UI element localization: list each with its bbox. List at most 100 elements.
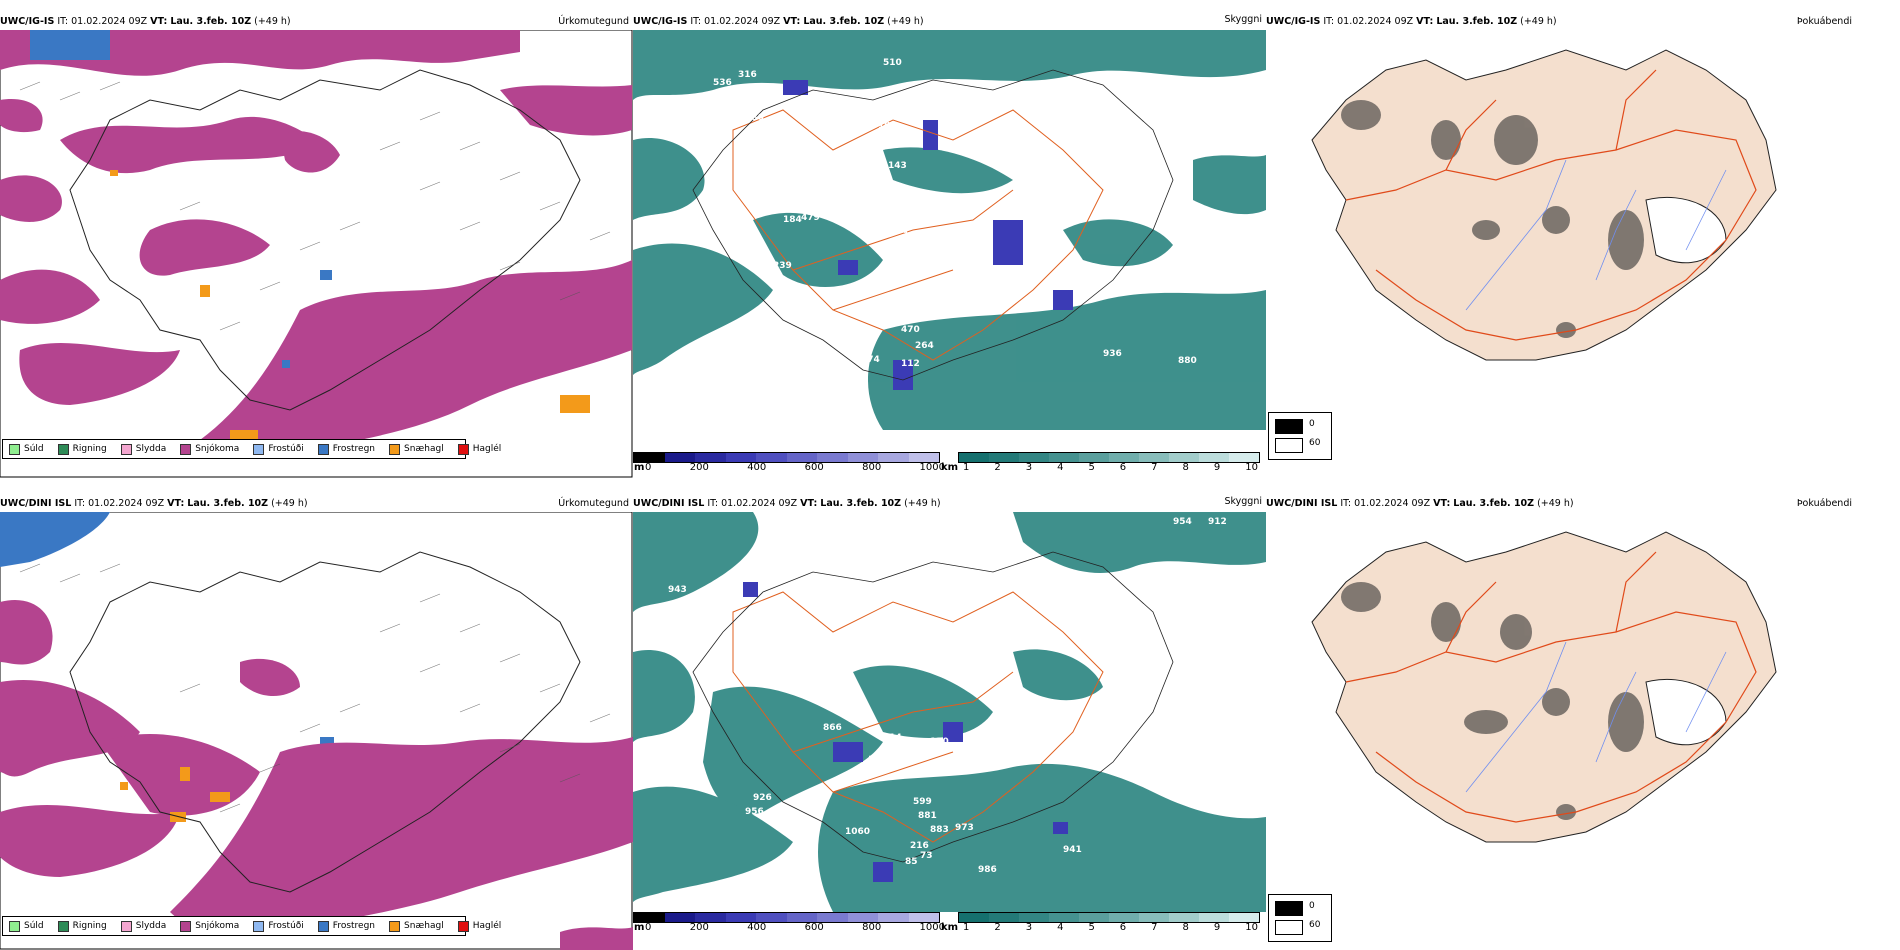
visibility-value-label: 881 [918, 811, 937, 821]
legend-swatch [457, 920, 469, 932]
very-low-visibility-areas-bottom [743, 582, 1068, 882]
visibility-m-colorbar-bottom [633, 912, 940, 923]
legend-swatch [389, 443, 401, 455]
visibility-map-bottom: 954 912 218 943 96 723 919 866 214 130 120 104 101 92… [633, 512, 1266, 912]
legend-swatch [57, 920, 69, 932]
visibility-value-labels: 536 316 698 330 486 470 102 143 940 184 479 143 145 2… [668, 58, 1197, 413]
visibility-value-label: 145 [903, 231, 922, 241]
precip-title-top: Úrkomutegund [558, 16, 629, 27]
km-tick-labels-bottom: 1 2 3 4 5 6 7 8 9 10 [963, 922, 1258, 933]
visibility-value-label: 956 [745, 807, 764, 817]
visibility-header-bottom: UWC/DINI ISL IT: 01.02.2024 09Z VT: Lau.… [633, 498, 941, 509]
visibility-value-label: 218 [788, 553, 807, 563]
visibility-km-colorbar-bottom [958, 912, 1260, 923]
visibility-value-label: 536 [713, 78, 732, 88]
legend-swatch [180, 920, 192, 932]
visibility-value-label: 926 [753, 793, 772, 803]
visibility-value-label: 70 [963, 241, 976, 251]
fog-title-top: Þokuábendi [1796, 16, 1852, 27]
visibility-value-label: 104 [978, 751, 997, 761]
fog-header-top: UWC/IG-IS IT: 01.02.2024 09Z VT: Lau. 3.… [1266, 16, 1557, 27]
visibility-value-label: 174 [861, 355, 880, 365]
visibility-value-label: 479 [801, 213, 820, 223]
visibility-value-label: 866 [823, 723, 842, 733]
visibility-value-label: 599 [913, 797, 932, 807]
visibility-value-label: 226 [878, 245, 897, 255]
visibility-value-label: 101 [868, 755, 887, 765]
iceland-outline-vis [692, 69, 1174, 381]
visibility-km-colorbar-top [958, 452, 1260, 463]
visibility-value-label: 941 [1063, 845, 1082, 855]
freezing-rain-areas [30, 30, 332, 368]
iceland-outline-vis-bottom [692, 551, 1174, 863]
fog-title-bottom: Þokuábendi [1796, 498, 1852, 509]
visibility-value-label: 591 [753, 388, 772, 398]
visibility-m-colorbar-top [633, 452, 940, 463]
legend-swatch [317, 443, 329, 455]
fog-grey-patches-bottom [1341, 582, 1644, 820]
visibility-value-label: 919 [848, 715, 867, 725]
visibility-value-label: 470 [843, 123, 862, 133]
visibility-value-label: 986 [978, 865, 997, 875]
visibility-header-top: UWC/IG-IS IT: 01.02.2024 09Z VT: Lau. 3.… [633, 16, 924, 27]
fog-panel-bottom: UWC/DINI ISL IT: 01.02.2024 09Z VT: Lau.… [1266, 496, 1900, 950]
visibility-value-label: 943 [668, 585, 687, 595]
legend-swatch [9, 443, 20, 455]
snow-areas-bottom [0, 600, 633, 950]
fog-legend-top: 0 60 [1268, 412, 1332, 460]
iceland-land-fog [1311, 49, 1777, 361]
visibility-value-label: 264 [915, 341, 934, 351]
visibility-value-label: 698 [688, 115, 707, 125]
fog-legend-bottom: 0 60 [1268, 894, 1332, 942]
visibility-value-label: 130 [903, 741, 922, 751]
fog-panel-top: UWC/IG-IS IT: 01.02.2024 09Z VT: Lau. 3.… [1266, 14, 1900, 494]
visibility-value-label: 112 [901, 359, 920, 369]
visibility-value-label: 73 [920, 851, 933, 861]
visibility-panel-bottom: UWC/DINI ISL IT: 01.02.2024 09Z VT: Lau.… [633, 496, 1266, 950]
rivers [1465, 159, 1727, 311]
legend-swatch [120, 443, 132, 455]
m-unit-label-bottom: m [634, 922, 645, 933]
visibility-value-label: 954 [1173, 517, 1192, 527]
fog-map-top [1266, 30, 1900, 430]
visibility-value-label: 184 [783, 215, 802, 225]
visibility-title-bottom: Skyggni [1224, 496, 1262, 507]
rivers-bottom [1465, 641, 1727, 793]
visibility-value-label: 883 [930, 825, 949, 835]
visibility-value-label: 316 [738, 70, 757, 80]
iceland-outline-bottom [69, 551, 581, 893]
iceland-outline [69, 69, 581, 411]
visibility-value-label: 723 [833, 700, 852, 710]
legend-swatch [57, 443, 69, 455]
legend-swatch [253, 920, 265, 932]
legend-swatch [9, 920, 20, 932]
legend-swatch [389, 920, 401, 932]
visibility-panel-top: UWC/IG-IS IT: 01.02.2024 09Z VT: Lau. 3.… [633, 14, 1266, 494]
very-low-visibility-areas [783, 80, 1073, 390]
visibility-value-label: 980 [768, 880, 787, 890]
visibility-value-label: 214 [883, 733, 902, 743]
precip-header-bottom: UWC/DINI ISL IT: 01.02.2024 09Z VT: Lau.… [0, 498, 308, 509]
visibility-value-label: 143 [888, 161, 907, 171]
precip-map-top [0, 30, 633, 478]
visibility-value-label: 85 [905, 857, 918, 867]
visibility-value-label: 272 [953, 281, 972, 291]
legend-swatch [180, 443, 192, 455]
m-tick-labels-bottom: 0 200 400 600 800 1000 [645, 922, 945, 933]
visibility-value-label: 1060 [845, 827, 870, 837]
visibility-value-label: 96 [903, 617, 916, 627]
visibility-value-label: 76 [985, 306, 998, 316]
visibility-value-label: 143 [858, 219, 877, 229]
legend-swatch [317, 920, 329, 932]
visibility-map-top: 536 316 698 330 486 470 102 143 940 184 479 143 145 2… [633, 30, 1266, 430]
visibility-value-label: 486 [745, 113, 764, 123]
visibility-value-label: 880 [1178, 356, 1197, 366]
km-tick-labels: 1 2 3 4 5 6 7 8 9 10 [963, 462, 1258, 473]
visibility-value-label: 216 [910, 841, 929, 851]
roads [732, 109, 1104, 361]
visibility-value-label: 239 [773, 261, 792, 271]
fog-roads [1345, 69, 1757, 341]
visibility-value-label: 510 [883, 58, 902, 68]
